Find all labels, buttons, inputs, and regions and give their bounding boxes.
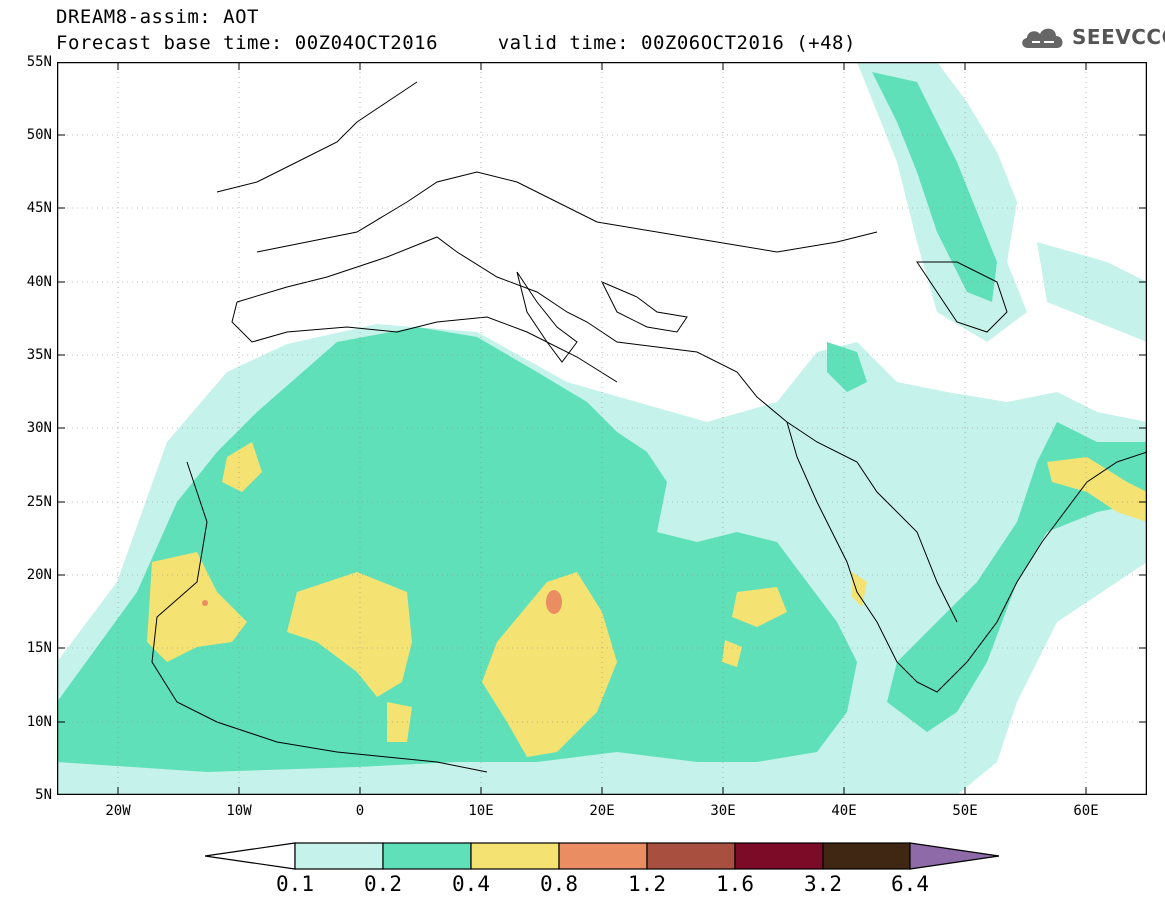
coastlines [151, 81, 1147, 773]
logo-text: SEEVCCC [1072, 25, 1165, 49]
colorbar-label: 6.4 [891, 872, 929, 896]
colorbar-box [822, 842, 911, 870]
lat-label: 40N [26, 274, 52, 290]
lon-label: 20W [105, 803, 131, 819]
lon-label: 60E [1073, 803, 1099, 819]
lon-label: 40E [831, 803, 857, 819]
colorbar-box [646, 842, 736, 870]
colorbar-label: 0.8 [540, 872, 578, 896]
colorbar-box [470, 842, 560, 870]
colorbar-label: 0.4 [452, 872, 490, 896]
lat-label: 15N [26, 640, 52, 656]
lat-label: 30N [26, 420, 52, 436]
colorbar-box [382, 842, 472, 870]
lat-label: 10N [26, 714, 52, 730]
colorbar-label: 0.1 [276, 872, 314, 896]
lat-label: 50N [26, 127, 52, 143]
lat-label: 20N [26, 567, 52, 583]
lon-label: 0 [355, 803, 365, 819]
lat-label: 55N [26, 54, 52, 70]
lat-label: 45N [26, 200, 52, 216]
colorbar-label: 3.2 [804, 872, 842, 896]
colorbar-label: 1.6 [716, 872, 754, 896]
aot-layer-0.2 [57, 72, 1147, 772]
map-title: DREAM8-assim: AOT [56, 6, 259, 28]
lat-label: 25N [26, 494, 52, 510]
lon-label: 30E [710, 803, 736, 819]
aot-layer-0.8 [202, 590, 562, 614]
seevccc-logo: SEEVCCC [1018, 22, 1165, 52]
lat-label: 5N [35, 787, 52, 803]
cloud-icon [1022, 28, 1063, 48]
colorbar-label: 0.2 [364, 872, 402, 896]
lon-label: 10W [226, 803, 252, 819]
colorbar-upper-arrow [909, 842, 1000, 870]
colorbar-box [558, 842, 648, 870]
colorbar-lower-arrow [205, 842, 296, 870]
aot-layer-0.4 [147, 442, 1147, 757]
colorbar-label: 1.2 [628, 872, 666, 896]
aot-map [57, 62, 1147, 795]
tick-marks [57, 62, 1147, 795]
graticule [57, 62, 1147, 795]
map-subtitle: Forecast base time: 00Z04OCT2016 valid t… [56, 32, 856, 54]
lon-label: 50E [952, 803, 978, 819]
colorbar-box [294, 842, 384, 870]
colorbar-box [734, 842, 824, 870]
aot-colorbar [205, 842, 1000, 870]
lon-label: 10E [468, 803, 494, 819]
lon-label: 20E [589, 803, 615, 819]
lat-label: 35N [26, 347, 52, 363]
